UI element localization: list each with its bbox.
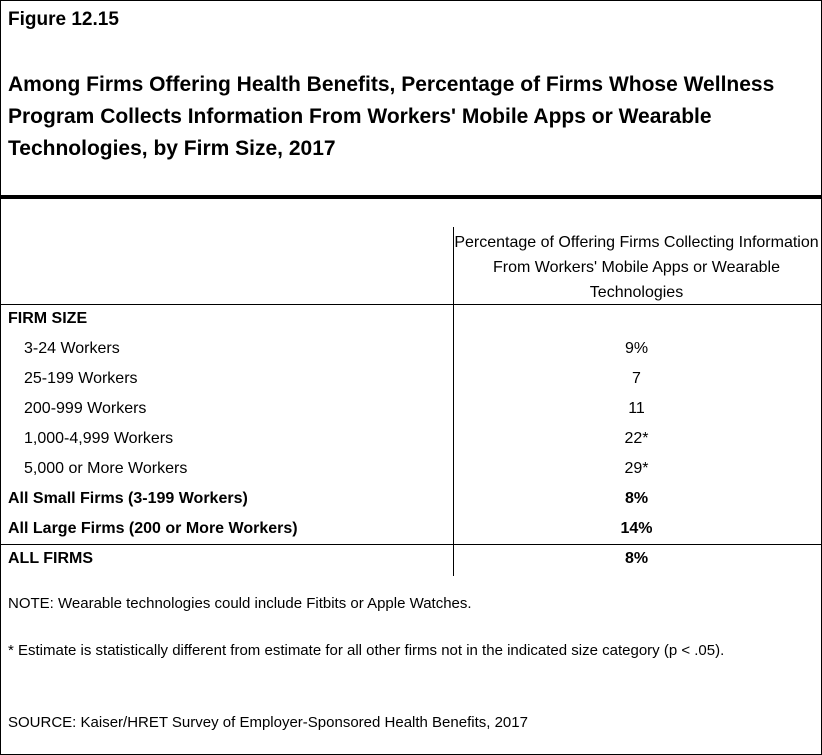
row-label: 25-199 Workers [24,370,138,387]
row-label: All Small Firms (3-199 Workers) [8,490,248,507]
column-header: Percentage of Offering Firms Collecting … [454,234,819,301]
row-label: ALL FIRMS [8,550,94,567]
row-label: 200-999 Workers [24,400,147,417]
figure-label: Figure 12.15 [8,9,119,30]
table-row-all-firms: ALL FIRMS 8% [1,544,822,574]
row-value: 9% [624,340,649,357]
row-value: 8% [624,550,649,567]
title-divider [1,195,822,199]
row-value: 11 [628,400,645,417]
header-divider [1,304,822,305]
row-value: 8% [624,490,649,507]
section-label: FIRM SIZE [8,310,88,327]
table-row: 25-199 Workers 7 [1,364,822,394]
all-firms-divider [1,544,822,545]
row-value: 14% [620,520,653,537]
table-row-large-firms: All Large Firms (200 or More Workers) 14… [1,514,822,544]
row-value: 29* [624,460,649,477]
table-row: 1,000-4,999 Workers 22* [1,424,822,454]
figure-title: Among Firms Offering Health Benefits, Pe… [8,73,775,160]
table-row: 200-999 Workers 11 [1,394,822,424]
table-row: 5,000 or More Workers 29* [1,454,822,484]
note-text: NOTE: Wearable technologies could includ… [8,595,472,612]
column-divider [453,227,454,576]
asterisk-footnote: * Estimate is statistically different fr… [8,642,725,659]
row-label: All Large Firms (200 or More Workers) [8,520,298,537]
row-label: 1,000-4,999 Workers [24,430,174,447]
row-value: 22* [624,430,649,447]
row-label: 5,000 or More Workers [24,460,188,477]
row-value: 7 [632,370,641,387]
source-text: SOURCE: Kaiser/HRET Survey of Employer-S… [8,714,528,731]
table-row: 3-24 Workers 9% [1,334,822,364]
section-row-firm-size: FIRM SIZE [1,304,822,334]
row-label: 3-24 Workers [24,340,120,357]
table-row-small-firms: All Small Firms (3-199 Workers) 8% [1,484,822,514]
